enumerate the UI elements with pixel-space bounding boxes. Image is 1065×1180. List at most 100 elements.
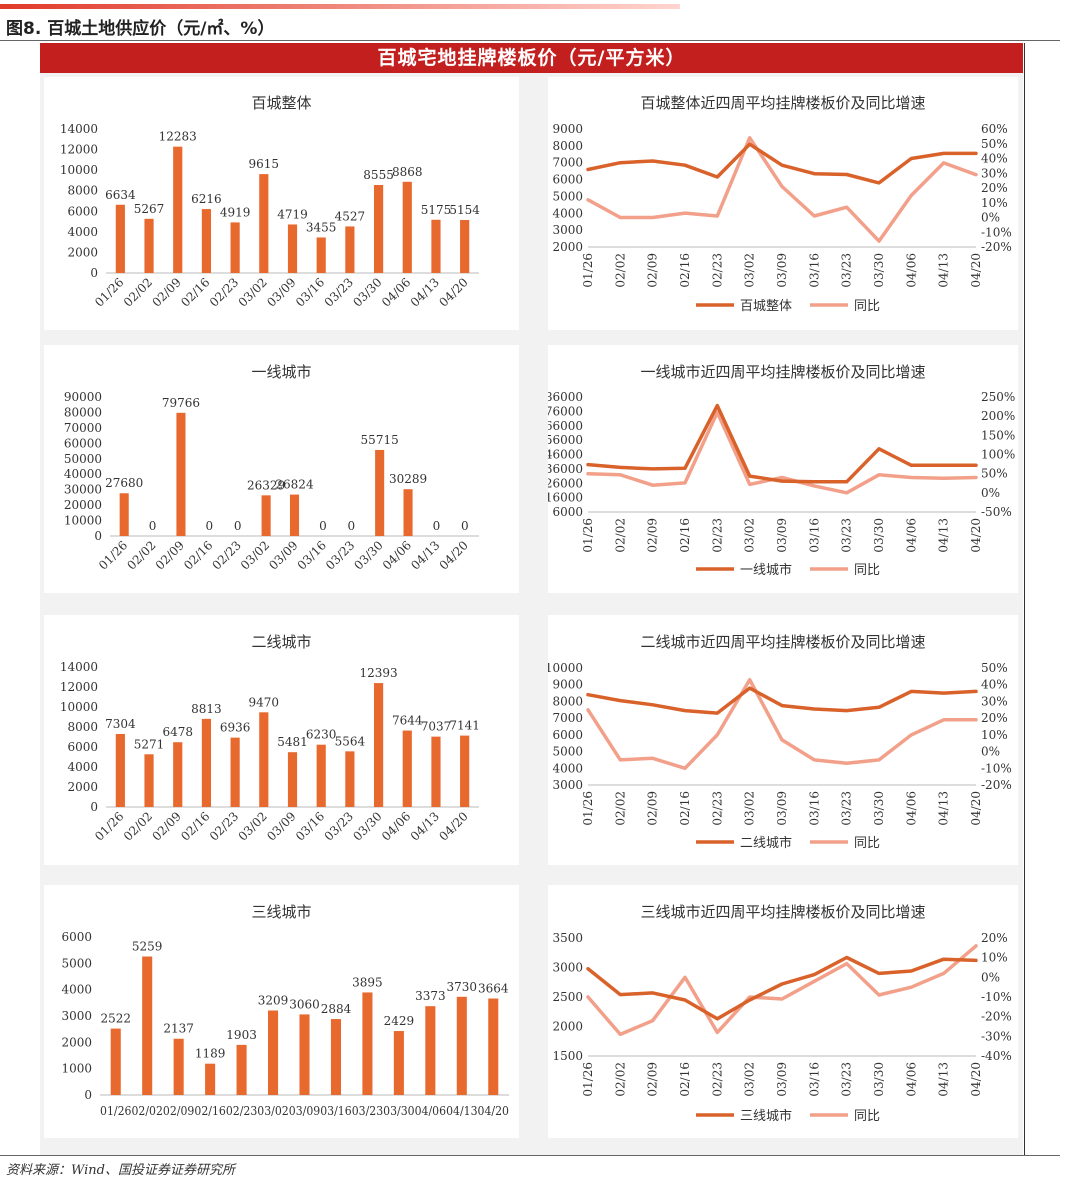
y-tick-label: 0 [90, 800, 98, 814]
y-tick-label: 2000 [61, 1035, 92, 1049]
series-line [586, 686, 978, 715]
y-tick-label: 90000 [64, 390, 102, 404]
bar [259, 174, 269, 273]
source-note: 资料来源：Wind、国投证券证券研究所 [6, 1163, 235, 1178]
x-tick-label: 04/06 [904, 253, 918, 288]
bar-value-label: 5154 [449, 203, 480, 217]
x-tick-label: 02/09 [646, 518, 660, 553]
x-tick-label: 02/16 [678, 791, 692, 826]
x-tick-label: 02/09 [153, 538, 187, 572]
x-tick-label: 03/02 [743, 518, 757, 553]
x-tick-label: 02/09 [646, 253, 660, 288]
x-tick-label: 01/26 [92, 809, 126, 843]
y-left-tick-label: 1500 [552, 1049, 583, 1063]
x-tick-label: 02/02 [121, 809, 155, 843]
bar-value-label: 0 [319, 519, 327, 533]
x-tick-label: 04/06 [415, 1104, 446, 1118]
y-left-tick-label: 56000 [548, 433, 583, 447]
y-right-tick-label: 0% [981, 970, 1000, 984]
x-tick-label: 03/16 [807, 518, 821, 553]
series-line [586, 403, 978, 484]
y-tick-label: 70000 [64, 421, 102, 435]
bar-value-label: 0 [433, 519, 441, 533]
x-tick-label: 01/26 [92, 275, 126, 309]
chart-panel-bar-tier1: 一线城市 0 10000 20000 30000 40000 50000 60000 7000… [44, 345, 519, 593]
x-tick-label: 02/23 [710, 791, 724, 826]
y-right-tick-label: 10% [981, 951, 1008, 965]
y-left-tick-label: 26000 [548, 476, 583, 490]
y-left-tick-label: 2000 [552, 1020, 583, 1034]
bar [201, 718, 212, 807]
y-tick-label: 4000 [67, 225, 98, 239]
x-tick-label: 03/30 [872, 518, 886, 553]
bar [402, 730, 412, 807]
bottom-rule [0, 1155, 1060, 1156]
bar [144, 754, 154, 807]
y-left-tick-label: 6000 [552, 728, 583, 742]
chart-panel-bar-tier2: 二线城市 0 2000 4000 6000 8000 10000 12000 14000 730… [44, 615, 519, 865]
x-tick-label: 03/09 [775, 518, 789, 553]
bar-chart-svg: 0100002000030000400005000060000700008000… [64, 390, 479, 573]
bar-value-label: 12283 [159, 130, 197, 144]
x-tick-label: 03/09 [289, 1104, 320, 1118]
x-tick-label: 01/26 [581, 518, 595, 553]
bar-value-label: 3209 [258, 993, 289, 1007]
x-tick-label: 03/02 [236, 275, 270, 309]
x-tick-label: 02/23 [207, 809, 241, 843]
x-tick-label: 01/26 [96, 538, 130, 572]
bar-value-label: 0 [234, 519, 242, 533]
title-rule [0, 40, 1060, 41]
x-tick-label: 02/16 [678, 1062, 692, 1097]
bar-value-label: 1903 [226, 1028, 257, 1042]
x-tick-label: 04/13 [937, 253, 951, 288]
x-tick-label: 02/09 [149, 809, 183, 843]
y-tick-label: 50000 [64, 452, 102, 466]
bar [115, 204, 125, 273]
y-right-tick-label: -20% [981, 778, 1012, 792]
figure-title: 图8. 百城土地供应价（元/㎡、%） [6, 19, 275, 39]
y-left-tick-label: 5000 [552, 189, 583, 203]
bar-value-label: 4527 [335, 209, 366, 223]
y-left-tick-label: 3000 [552, 961, 583, 975]
y-right-tick-label: -50% [981, 505, 1012, 519]
x-tick-label: 03/16 [293, 809, 327, 843]
bar-value-label: 26329 [247, 478, 285, 492]
y-right-tick-label: 10% [981, 196, 1008, 210]
chart-title: 一线城市近四周平均挂牌楼板价及同比增速 [640, 363, 926, 381]
x-tick-label: 02/16 [181, 538, 215, 572]
bar-value-label: 5564 [335, 734, 366, 748]
bar-value-label: 7037 [421, 720, 452, 734]
y-left-tick-label: 6000 [552, 173, 583, 187]
y-tick-label: 2000 [67, 780, 98, 794]
x-tick-label: 03/30 [351, 538, 385, 572]
bar-value-label: 9615 [249, 157, 280, 171]
x-tick-label: 04/13 [937, 1062, 951, 1097]
x-tick-label: 02/23 [207, 275, 241, 309]
bar-value-label: 12393 [359, 666, 397, 680]
bar-value-label: 7141 [449, 719, 480, 733]
y-tick-label: 12000 [60, 143, 98, 157]
y-tick-label: 60000 [64, 436, 102, 450]
bar [402, 181, 412, 273]
bar [460, 219, 470, 273]
x-tick-label: 03/30 [350, 275, 384, 309]
y-left-tick-label: 5000 [552, 745, 583, 759]
y-tick-label: 6000 [67, 740, 98, 754]
x-tick-label: 02/09 [149, 275, 183, 309]
legend-label: 同比 [854, 1109, 880, 1124]
bar-value-label: 2429 [384, 1014, 415, 1028]
y-right-tick-label: 50% [981, 137, 1008, 151]
bar-value-label: 8868 [392, 165, 423, 179]
x-tick-label: 03/02 [743, 791, 757, 826]
series-line [586, 677, 978, 771]
bar [425, 1006, 436, 1095]
x-tick-label: 03/09 [266, 538, 300, 572]
x-tick-label: 04/13 [937, 518, 951, 553]
x-tick-label: 03/23 [840, 791, 854, 826]
bar-value-label: 6634 [105, 188, 136, 202]
bar [173, 1038, 184, 1095]
chart-title: 二线城市 [251, 633, 312, 651]
y-left-tick-label: 3000 [552, 223, 583, 237]
y-right-tick-label: 0% [981, 211, 1000, 225]
bar [373, 185, 384, 273]
